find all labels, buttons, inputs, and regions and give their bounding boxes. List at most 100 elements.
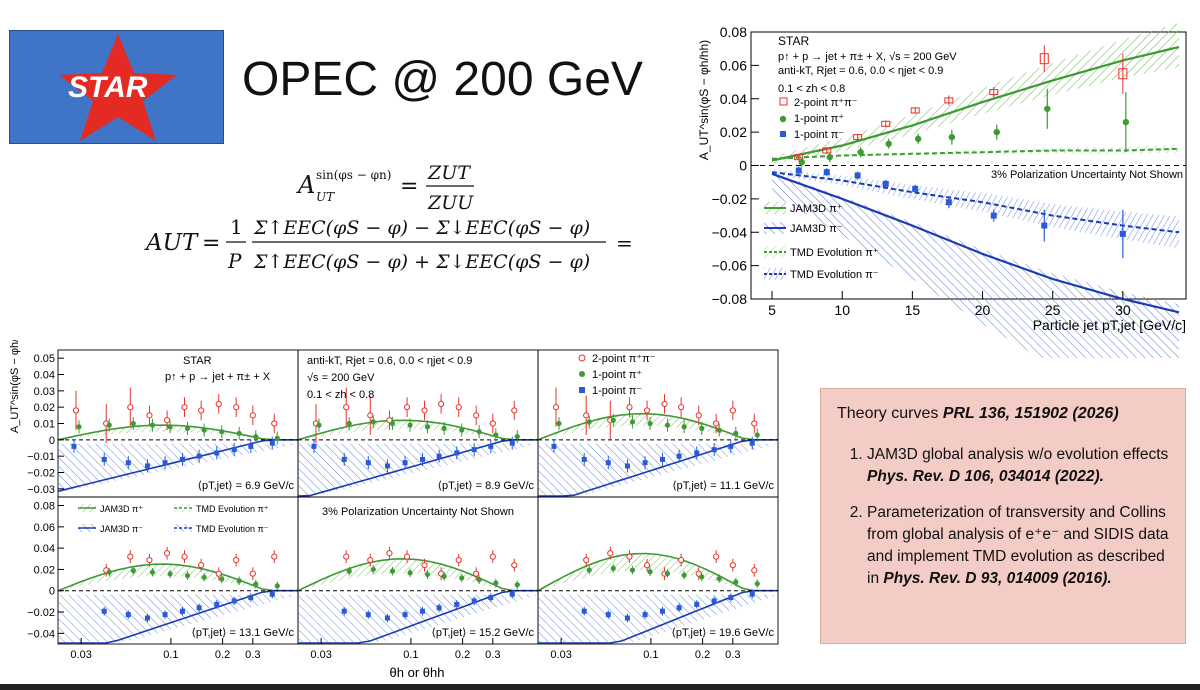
bottom-pip-point (459, 575, 465, 581)
bottom-pip-point (407, 570, 413, 576)
logo-text: STAR (68, 71, 148, 104)
bottom-pip-point (201, 574, 207, 580)
bottom-2pt-point (249, 570, 256, 577)
bottom-panel-pt-label: ⟨pT,jet⟩ = 6.9 GeV/c (198, 480, 295, 492)
bottom-ytick-label: −0.01 (27, 451, 55, 463)
top-xtick-label: 30 (1115, 302, 1131, 318)
theory-item-1: JAM3D global analysis w/o evolution effe… (867, 444, 1169, 488)
bottom-pip-point (647, 569, 653, 575)
bottom-chart: ⟨pT,jet⟩ = 6.9 GeV/c ⟨pT,jet⟩ = 8.9 GeV/c… (0, 340, 785, 685)
top-pim-point (945, 199, 952, 206)
theory-item-2-text: Parameterization of transversity and Col… (867, 503, 1169, 587)
bottom-curve-jam-pi-minus (297, 439, 538, 497)
top-ytick-label: −0.06 (712, 258, 748, 274)
p2-energy: √s = 200 GeV (307, 372, 375, 384)
bottom-pip-point (699, 574, 705, 580)
bottom-2pt-point (198, 407, 205, 414)
p3-legend-2pt: 2-point π⁺π⁻ (592, 353, 656, 365)
top-curve-tmd-pi-plus (771, 147, 1180, 160)
bottom-pip-point (424, 571, 431, 578)
bottom-pip-point (716, 427, 722, 433)
bottom-ytick-label: −0.03 (27, 484, 55, 496)
bottom-panel: ⟨pT,jet⟩ = 19.6 GeV/c (537, 496, 779, 645)
bottom-pip-point (184, 425, 191, 431)
bottom-pim-point (581, 608, 587, 614)
theory-box: Theory curves PRL 136, 151902 (2026) JAM… (820, 388, 1186, 644)
p4-legend: JAM3D π⁺ JAM3D π⁻ TMD Evolution π⁺ TMD E… (78, 504, 269, 534)
bottom-2pt-point (643, 562, 651, 569)
bottom-2pt-point (181, 404, 188, 411)
legend-pi-minus-marker (780, 131, 786, 137)
red-star-shape (59, 34, 177, 141)
eq2-equals: = (202, 231, 220, 256)
bottom-pim-point (269, 440, 275, 446)
top-2pt-point (989, 89, 999, 96)
top-pim-point (854, 172, 861, 179)
bottom-2pt-point (626, 553, 633, 560)
bottom-2pt-point (403, 553, 411, 560)
bottom-pim-point (101, 456, 107, 462)
bottom-pim-point (384, 615, 390, 621)
bottom-ytick-label: 0.08 (34, 501, 55, 513)
bottom-pim-point (71, 443, 77, 449)
bottom-2pt-point (271, 420, 278, 427)
bottom-pim-point (581, 456, 587, 462)
bottom-pip-point (253, 581, 259, 587)
bottom-pim-point (402, 612, 408, 618)
bottom-pip-point (149, 569, 156, 575)
bottom-2pt-point (751, 567, 758, 574)
bottom-pim-point (509, 591, 515, 597)
theory-heading: Theory curves PRL 136, 151902 (2026) (837, 403, 1169, 426)
top-legend-pi-minus: 1-point π⁻ (794, 129, 844, 141)
top-pim-point (1041, 222, 1048, 229)
top-2pt-point (822, 147, 832, 154)
bottom-ytick-label: 0.01 (34, 419, 55, 431)
bottom-pim-point (231, 447, 237, 453)
bottom-band-pi-minus (298, 594, 538, 642)
star-logo-icon (59, 34, 177, 141)
bottom-pip-point (754, 432, 760, 438)
top-band-tmd-pi-minus (772, 169, 1179, 249)
top-2pt-point (944, 97, 954, 104)
bottom-ytick-label: 0 (49, 586, 55, 598)
top-pim-point (823, 169, 830, 176)
eq1-equals: = (400, 174, 418, 199)
top-2pt-point (910, 107, 920, 114)
bottom-2pt-point (127, 404, 134, 411)
eq2-pre-num: 1 (230, 215, 243, 239)
eq2-tail: = (616, 231, 633, 255)
bottom-pim-point (144, 463, 150, 469)
p3-legend-2pt-marker (578, 354, 586, 362)
bottom-2pt-point (473, 570, 480, 577)
bottom-2pt-point (473, 412, 480, 419)
bottom-curve-jam-pi-plus (537, 552, 778, 592)
bottom-pim-point (248, 595, 254, 601)
p3-legend-pim-marker (579, 387, 585, 393)
bottom-pim-point (642, 460, 648, 466)
bottom-pip-point (441, 425, 447, 431)
top-xtick-label: 20 (975, 302, 991, 318)
bottom-band-pi-minus (58, 443, 298, 493)
bottom-pim-point (125, 612, 131, 618)
top-2pt-point (853, 134, 863, 141)
bottom-2pt-point (367, 412, 374, 419)
top-2pt-point (794, 154, 804, 161)
bottom-2pt-point (271, 553, 278, 560)
theory-item-1-ref: Phys. Rev. D 106, 034014 (2022). (867, 467, 1104, 485)
top-legend-tmd-pi-minus: TMD Evolution π⁻ (790, 269, 879, 281)
bottom-2pt-point (455, 404, 462, 411)
bottom-2pt-point (146, 556, 153, 564)
bottom-pim-point (162, 612, 168, 618)
bottom-2pt-point (729, 562, 736, 569)
bottom-pip-point (556, 420, 562, 427)
top-pip-point (826, 153, 833, 161)
bottom-2pt-point (583, 556, 590, 564)
bottom-xtick-label: 0.1 (643, 649, 658, 661)
bottom-xtick-label: 0.03 (310, 649, 331, 661)
bottom-pim-point (341, 608, 347, 614)
bottom-ytick-label: −0.04 (27, 628, 55, 640)
bottom-2pt-point (421, 407, 428, 414)
bottom-xtick-label: 0.3 (725, 649, 740, 661)
bottom-xtick-label: 0.2 (455, 649, 470, 661)
bottom-band-pi-plus (298, 558, 538, 591)
